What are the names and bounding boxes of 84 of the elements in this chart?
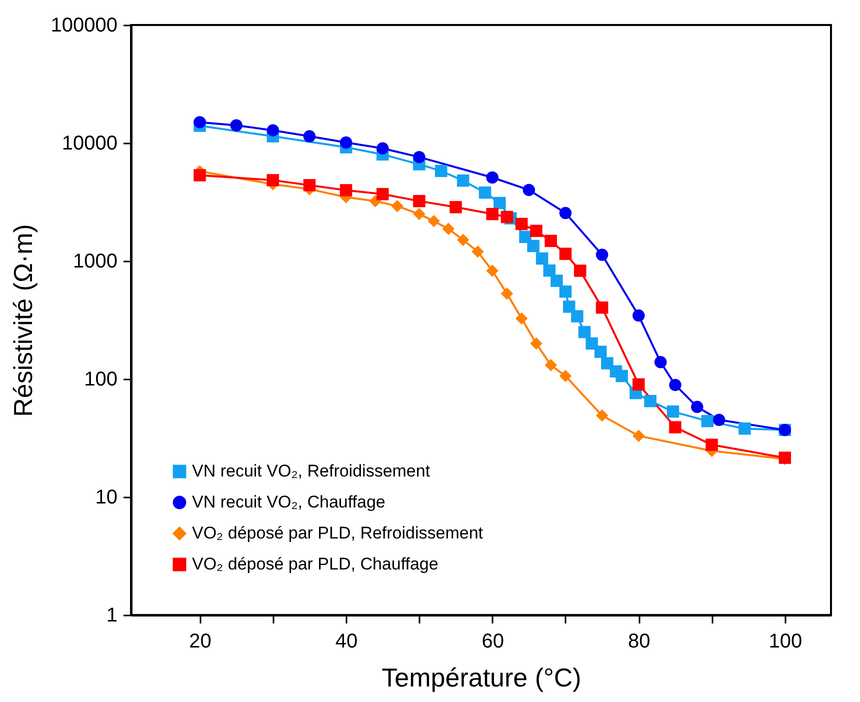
point bbox=[701, 414, 714, 428]
point bbox=[527, 240, 540, 252]
point bbox=[428, 214, 440, 228]
point bbox=[500, 210, 514, 224]
point bbox=[376, 142, 389, 155]
point bbox=[691, 400, 704, 414]
point bbox=[303, 130, 316, 142]
point bbox=[669, 421, 682, 434]
point bbox=[544, 359, 557, 372]
point bbox=[596, 409, 608, 422]
legend-label: VO₂ déposé par PLD, Refroidissement bbox=[192, 524, 484, 542]
point bbox=[530, 337, 542, 350]
x-tick-label: 60 bbox=[482, 630, 504, 652]
point bbox=[601, 357, 614, 370]
point bbox=[644, 394, 656, 408]
point bbox=[522, 184, 536, 196]
point bbox=[596, 248, 608, 261]
point bbox=[669, 378, 682, 392]
point bbox=[472, 246, 484, 258]
point bbox=[738, 422, 751, 435]
y-tick-label: 1000 bbox=[73, 250, 118, 272]
point bbox=[563, 300, 576, 313]
y-tick-label: 100 bbox=[84, 368, 118, 390]
point bbox=[413, 208, 426, 220]
point bbox=[550, 274, 563, 287]
point bbox=[559, 206, 572, 220]
point bbox=[544, 234, 557, 248]
point bbox=[536, 252, 548, 265]
y-tick-label: 10 bbox=[95, 486, 118, 508]
legend-label: VN recuit VO₂, Chauffage bbox=[192, 492, 386, 512]
point bbox=[578, 326, 591, 338]
point bbox=[435, 164, 448, 178]
point bbox=[340, 136, 352, 149]
point bbox=[632, 430, 645, 442]
point bbox=[559, 286, 572, 298]
point bbox=[478, 186, 492, 199]
point bbox=[594, 346, 607, 358]
x-tick-label: 40 bbox=[335, 630, 358, 652]
point bbox=[413, 194, 426, 208]
point bbox=[530, 224, 542, 237]
point bbox=[303, 179, 316, 192]
point bbox=[486, 208, 498, 220]
point bbox=[391, 200, 404, 212]
point bbox=[712, 414, 726, 426]
point bbox=[266, 174, 280, 186]
y-tick-label: 100000 bbox=[50, 14, 118, 36]
point bbox=[559, 370, 572, 382]
point bbox=[666, 405, 680, 418]
point bbox=[596, 301, 608, 314]
point bbox=[571, 310, 584, 322]
x-tick-label: 20 bbox=[189, 630, 212, 652]
legend-label: VO₂ déposé par PLD, Chauffage bbox=[192, 554, 438, 574]
point bbox=[500, 288, 514, 300]
point bbox=[456, 174, 470, 187]
point bbox=[559, 248, 572, 260]
x-tick-label: 80 bbox=[628, 630, 650, 652]
point bbox=[515, 312, 528, 325]
point bbox=[632, 378, 645, 391]
point bbox=[515, 218, 528, 230]
x-tick-label: 100 bbox=[768, 630, 802, 652]
point bbox=[586, 337, 598, 350]
point bbox=[456, 234, 470, 246]
legend-label: VN recuit VO₂, Refroidissement bbox=[192, 462, 430, 480]
point bbox=[230, 119, 242, 132]
point bbox=[616, 370, 628, 382]
x-axis-title: Température (°C) bbox=[382, 662, 582, 692]
point bbox=[266, 124, 280, 136]
point bbox=[194, 116, 206, 128]
point bbox=[632, 309, 645, 322]
y-tick-label: 10000 bbox=[62, 132, 118, 154]
y-axis-title: Résistivité (Ω·m) bbox=[8, 224, 38, 417]
point bbox=[574, 264, 586, 277]
point bbox=[706, 438, 718, 451]
point bbox=[376, 188, 389, 200]
point bbox=[494, 196, 506, 210]
point bbox=[486, 264, 498, 277]
point bbox=[450, 201, 462, 214]
point bbox=[654, 356, 667, 368]
point bbox=[194, 169, 206, 182]
y-tick-label: 1 bbox=[106, 604, 118, 626]
point bbox=[340, 184, 352, 196]
point bbox=[486, 171, 498, 184]
point bbox=[413, 150, 426, 164]
point bbox=[442, 222, 455, 236]
